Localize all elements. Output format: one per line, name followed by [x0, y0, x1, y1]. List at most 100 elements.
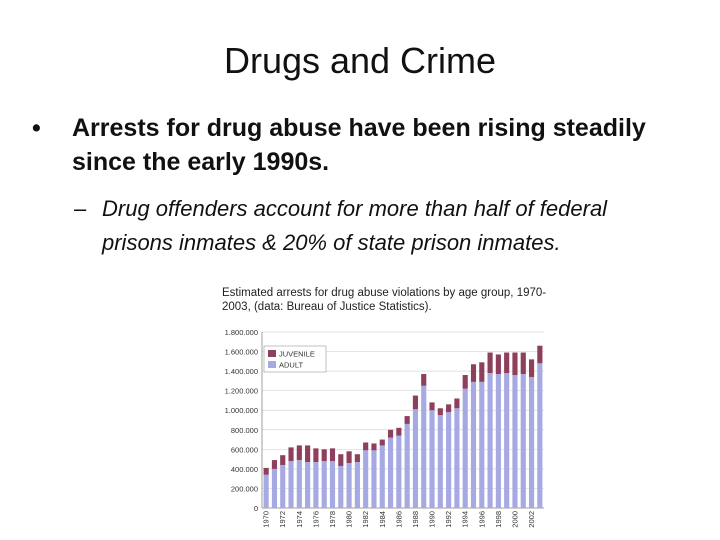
bar-juvenile	[321, 449, 327, 462]
bar-juvenile	[479, 362, 485, 382]
bar-adult	[321, 461, 327, 508]
x-tick-label: 1978	[328, 511, 337, 528]
bar-adult	[371, 450, 377, 508]
bar-juvenile	[346, 451, 352, 464]
bar-adult	[280, 464, 286, 508]
main-bullet: • Arrests for drug abuse have been risin…	[32, 111, 672, 179]
sub-bullet-dash: –	[74, 196, 87, 221]
bar-juvenile	[537, 345, 543, 364]
bullet-dot: •	[32, 114, 41, 142]
bar-adult	[363, 450, 369, 508]
bar-adult	[520, 374, 526, 508]
bar-adult	[512, 375, 518, 508]
y-tick-label: 800.000	[231, 426, 258, 435]
x-tick-label: 2002	[527, 511, 536, 528]
bar-juvenile	[338, 454, 344, 466]
y-tick-label: 0	[254, 504, 258, 513]
x-tick-label: 1982	[361, 511, 370, 528]
x-tick-label: 1996	[477, 511, 486, 528]
bar-juvenile	[504, 352, 510, 374]
sub-bullet: – Drug offenders account for more than h…	[74, 192, 654, 260]
bar-adult	[537, 363, 543, 508]
bar-adult	[288, 461, 294, 508]
x-tick-label: 1970	[262, 511, 271, 528]
bar-adult	[346, 463, 352, 508]
bar-adult	[528, 376, 535, 508]
bar-juvenile	[288, 447, 294, 462]
bar-juvenile	[280, 455, 286, 465]
bar-adult	[263, 474, 269, 508]
bar-adult	[396, 435, 402, 508]
bar-juvenile	[437, 408, 443, 416]
x-tick-label: 1976	[311, 511, 320, 528]
x-tick-label: 1994	[461, 511, 470, 528]
bar-adult	[495, 374, 501, 508]
bar-adult	[446, 412, 452, 508]
y-tick-label: 1.800.000	[225, 328, 258, 337]
bar-juvenile	[354, 454, 360, 463]
bar-juvenile	[429, 402, 435, 411]
bar-adult	[404, 423, 410, 508]
bar-adult	[470, 381, 477, 508]
bar-adult	[296, 460, 302, 508]
bar-adult	[387, 437, 394, 508]
y-tick-label: 1.600.000	[225, 348, 258, 357]
x-tick-label: 1988	[411, 511, 420, 528]
bar-juvenile	[495, 354, 501, 375]
x-tick-label: 1998	[494, 511, 503, 528]
bar-juvenile	[512, 352, 518, 376]
bar-adult	[338, 465, 344, 508]
bar-juvenile	[520, 352, 526, 375]
y-tick-label: 1.200.000	[225, 387, 258, 396]
bar-adult	[454, 408, 460, 508]
bar-juvenile	[329, 448, 336, 462]
chart-title: Estimated arrests for drug abuse violati…	[222, 287, 547, 313]
bar-adult	[379, 445, 385, 508]
bar-adult	[504, 373, 510, 508]
y-tick-label: 1.400.000	[225, 367, 258, 376]
bar-juvenile	[487, 352, 493, 374]
bar-adult	[429, 410, 435, 508]
bar-juvenile	[305, 445, 311, 463]
bar-juvenile	[271, 460, 278, 469]
legend-label: JUVENILE	[279, 350, 315, 359]
main-bullet-text: Arrests for drug abuse have been rising …	[72, 114, 646, 176]
x-tick-label: 1986	[394, 511, 403, 528]
legend-swatch	[268, 361, 276, 368]
legend-label: ADULT	[279, 361, 303, 370]
sub-bullet-text: Drug offenders account for more than hal…	[102, 196, 608, 255]
x-tick-label: 2000	[510, 511, 519, 528]
bar-juvenile	[528, 359, 535, 377]
bar-juvenile	[470, 364, 477, 382]
bar-juvenile	[363, 442, 369, 451]
bar-juvenile	[421, 374, 427, 386]
x-tick-label: 1992	[444, 511, 453, 528]
bar-adult	[437, 415, 443, 508]
bar-juvenile	[404, 416, 410, 424]
bar-juvenile	[412, 395, 419, 410]
bar-adult	[329, 461, 336, 508]
y-tick-label: 200.000	[231, 484, 258, 493]
bar-adult	[487, 373, 493, 508]
legend-swatch	[268, 350, 276, 357]
bar-adult	[462, 388, 468, 508]
y-tick-label: 400.000	[231, 465, 258, 474]
y-tick-label: 600.000	[231, 445, 258, 454]
bar-adult	[354, 462, 360, 508]
bar-juvenile	[296, 445, 302, 461]
bar-juvenile	[371, 443, 377, 451]
bar-juvenile	[462, 375, 468, 389]
x-tick-label: 1974	[295, 511, 304, 528]
x-tick-label: 1990	[428, 511, 437, 528]
bar-adult	[271, 468, 278, 508]
bar-juvenile	[454, 398, 460, 409]
bar-adult	[305, 462, 311, 508]
bar-juvenile	[379, 439, 385, 446]
arrests-bar-chart: 0 200.000 400.000 600.000 800.000 1.000.000 1.…	[225, 328, 544, 528]
y-tick-label: 1.000.000	[225, 406, 258, 415]
bar-juvenile	[313, 448, 319, 463]
bar-juvenile	[396, 427, 402, 436]
bar-juvenile	[387, 429, 394, 438]
x-tick-label: 1984	[378, 511, 387, 528]
bar-adult	[412, 409, 419, 508]
